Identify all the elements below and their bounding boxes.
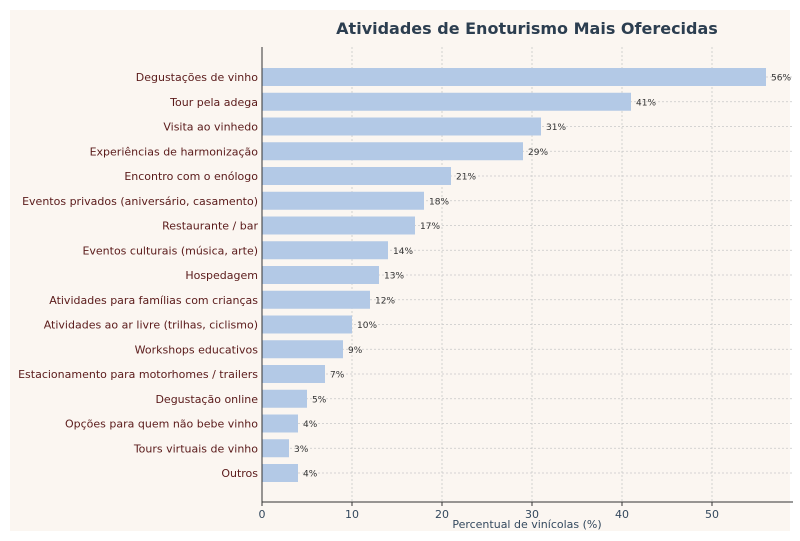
bar: [262, 92, 631, 111]
bar: [262, 117, 541, 136]
x-tick-label: 20: [435, 508, 449, 521]
category-label: Tour pela adega: [169, 96, 258, 109]
category-label: Workshops educativos: [135, 343, 259, 356]
category-label: Opções para quem não bebe vinho: [65, 418, 258, 431]
category-labels: Degustações de vinho Tour pela adega Visit…: [18, 71, 258, 480]
category-label: Experiências de harmonização: [90, 145, 259, 158]
category-label: Outros: [221, 467, 258, 480]
bar: [262, 365, 325, 383]
category-label: Eventos privados (aniversário, casamento…: [22, 195, 258, 208]
x-tick-label: 40: [615, 508, 629, 521]
value-label: 18%: [429, 197, 449, 207]
value-label: 17%: [420, 222, 440, 232]
bar: [262, 167, 451, 185]
category-label: Eventos culturais (música, arte): [82, 244, 258, 257]
value-label: 13%: [384, 272, 404, 282]
bar: [262, 290, 370, 309]
x-axis-ticks: 0 10 20 30 40 50: [259, 502, 719, 521]
axes: [261, 47, 793, 503]
bar: [262, 266, 379, 284]
x-tick-label: 30: [525, 508, 539, 521]
x-tick-label: 50: [705, 508, 719, 521]
x-tick-label: 10: [345, 508, 359, 521]
bar: [262, 389, 307, 408]
category-label: Encontro com o enólogo: [124, 170, 258, 183]
category-label: Degustações de vinho: [136, 71, 259, 84]
category-label: Restaurante / bar: [162, 220, 258, 233]
category-label: Visita ao vinhedo: [163, 121, 258, 134]
value-label: 31%: [546, 123, 566, 133]
bar: [262, 439, 289, 458]
value-label: 5%: [312, 395, 327, 405]
bar: [262, 191, 424, 210]
bar: [262, 241, 388, 260]
value-label: 4%: [303, 420, 318, 430]
value-label: 10%: [357, 321, 377, 331]
bar: [262, 315, 352, 334]
category-label: Degustação online: [155, 393, 258, 406]
category-label: Atividades para famílias com crianças: [49, 294, 258, 307]
bar: [262, 340, 343, 359]
bar: [262, 142, 523, 161]
x-axis-label: Percentual de vinícolas (%): [452, 518, 601, 531]
value-labels: 56% 41% 31% 29% 21% 18% 17% 14% 13% 12% 10% 9% 7% 5% 4…: [294, 74, 791, 480]
category-label: Estacionamento para motorhomes / trailer…: [18, 368, 258, 381]
value-label: 56%: [771, 74, 791, 84]
value-label: 12%: [375, 296, 395, 306]
value-label: 9%: [348, 346, 363, 356]
category-label: Tours virtuais de vinho: [133, 442, 258, 455]
value-label: 4%: [303, 470, 318, 480]
chart-title: Atividades de Enoturismo Mais Oferecidas: [336, 19, 718, 38]
category-label: Hospedagem: [185, 269, 258, 282]
category-label: Atividades ao ar livre (trilhas, ciclism…: [44, 319, 258, 332]
value-label: 7%: [330, 371, 345, 381]
value-label: 3%: [294, 445, 309, 455]
bar: [262, 464, 298, 482]
plot-background: [10, 10, 790, 531]
x-tick-label: 0: [259, 508, 266, 521]
value-label: 41%: [636, 98, 656, 108]
bar: [262, 68, 766, 86]
value-label: 14%: [393, 247, 413, 257]
bars: [262, 68, 766, 482]
value-label: 29%: [528, 148, 548, 158]
bar: [262, 414, 298, 433]
bar: [262, 216, 415, 235]
value-label: 21%: [456, 173, 476, 183]
